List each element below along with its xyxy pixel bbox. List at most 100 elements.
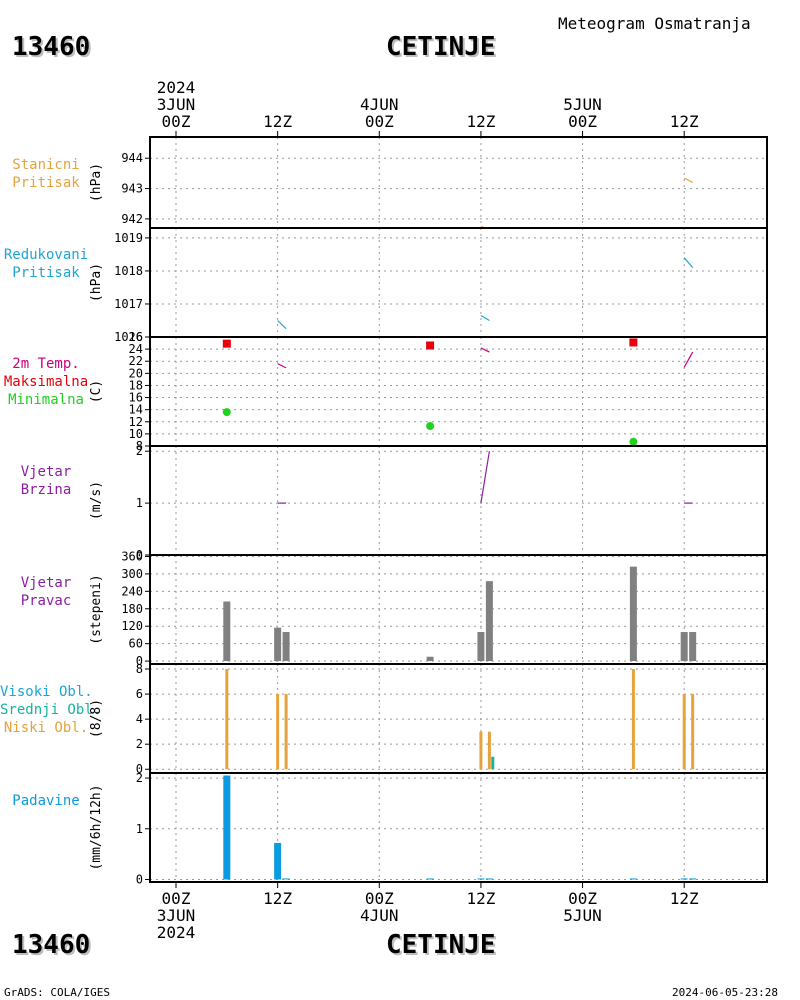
panel-oblaci: 0 2 4 6 8 (8/8): [89, 662, 768, 776]
data-bar: [479, 731, 483, 770]
y-tick-label: 943: [121, 182, 143, 196]
panel-background: [150, 446, 767, 555]
panel-label-stanicni: Stanicni Pritisak: [0, 156, 92, 192]
data-bar: [225, 669, 229, 770]
y-tick-label: 8: [136, 439, 143, 453]
panel-background: [150, 337, 767, 446]
y-tick-label: 2: [136, 771, 143, 785]
y-tick-label: 1018: [114, 264, 143, 278]
y-tick-label: 16: [129, 391, 143, 405]
panel-label-padavine: Padavine: [0, 792, 92, 810]
y-tick-label: 1016: [114, 330, 143, 344]
panel-label-line: Maksimalna: [3, 374, 89, 390]
y-tick-label: 0: [136, 872, 143, 886]
series-line: [277, 363, 287, 369]
bottom-time-label-line: 00Z: [568, 889, 597, 908]
data-bar: [274, 842, 282, 880]
y-tick-label: 26: [129, 330, 143, 344]
y-tick-label: 942: [121, 212, 143, 226]
bottom-time-label: 12Z: [451, 890, 511, 907]
top-time-label-line: 12Z: [669, 112, 699, 131]
data-bar: [629, 878, 637, 880]
y-tick-label: 18: [129, 378, 143, 392]
unit-label: (C): [89, 380, 104, 403]
bottom-time-label-line: 00Z: [364, 889, 394, 908]
y-tick-label: 180: [121, 602, 143, 616]
top-time-label: 5JUN 00Z: [553, 96, 613, 130]
product-title: Meteogram Osmatranja: [558, 14, 751, 33]
data-bar: [485, 878, 493, 880]
data-bar: [223, 601, 231, 662]
y-tick-label: 2: [136, 737, 143, 751]
bottom-time-label-line: 12Z: [263, 889, 293, 908]
data-bar: [282, 632, 290, 662]
panel-label-line: Stanicni: [12, 157, 80, 173]
y-tick-label: 300: [121, 567, 143, 581]
panel-redukovani: 1016 1017 1018 1019 (hPa): [89, 227, 768, 344]
bottom-time-label-line: 12Z: [669, 889, 699, 908]
panel-padavine: 0 1 2 (mm/6h/12h): [89, 771, 768, 886]
series-line: [683, 257, 694, 268]
bottom-time-label: 00Z 3JUN 2024: [146, 890, 206, 941]
data-bar: [426, 656, 434, 662]
bottom-time-label: 12Z: [654, 890, 714, 907]
top-time-label: 12Z: [248, 113, 308, 130]
y-tick-label: 8: [136, 662, 143, 676]
y-tick-label: 14: [129, 403, 143, 417]
unit-label: (8/8): [89, 699, 104, 738]
panel-label-line: Vjetar: [20, 575, 72, 591]
data-bar: [689, 632, 697, 662]
timestamp-text: 2024-06-05-23:28: [672, 986, 778, 999]
data-bar: [223, 775, 231, 880]
series-line: [480, 314, 490, 322]
panel-label-line: Padavine: [12, 793, 80, 809]
unit-label: (m/s): [89, 481, 104, 520]
data-bar: [274, 627, 282, 662]
panel-stanicni: 942 943 944 (hPa): [89, 136, 768, 234]
panel-label-pravac: Vjetar Pravac: [0, 574, 92, 610]
y-tick-label: 1: [136, 496, 143, 510]
data-bar: [682, 694, 686, 770]
data-bar: [485, 581, 493, 662]
top-time-label: 12Z: [654, 113, 714, 130]
series-line: [683, 177, 693, 184]
data-bar: [276, 694, 280, 770]
bottom-time-label: 00Z 4JUN: [349, 890, 409, 924]
bottom-time-label: 12Z: [248, 890, 308, 907]
panel-label-line: Brzina: [20, 482, 72, 498]
y-tick-label: 6: [136, 687, 143, 701]
data-bar: [629, 566, 637, 662]
y-tick-label: 120: [121, 619, 143, 633]
series-line: [480, 347, 490, 353]
data-bar: [689, 878, 697, 880]
y-tick-label: 20: [129, 366, 143, 380]
panel-label-oblaci: Visoki Obl. Srednji Obl. Niski Obl.: [0, 683, 102, 737]
data-bar: [680, 632, 688, 662]
series-line: [277, 320, 287, 330]
bottom-time-label-line: 00Z: [161, 889, 191, 908]
top-time-label-line: 2024: [156, 78, 196, 97]
y-tick-label: 10: [129, 427, 143, 441]
y-tick-label: 0: [136, 762, 143, 776]
y-tick-label: 1017: [114, 297, 143, 311]
y-tick-label: 1: [136, 822, 143, 836]
unit-label: (hPa): [89, 263, 104, 302]
panel-label-line: Minimalna: [8, 392, 84, 408]
top-time-label-line: 00Z: [364, 112, 394, 131]
data-bar: [284, 694, 288, 770]
panel-label-brzina: Vjetar Brzina: [0, 463, 92, 499]
panel-label-line: Visoki Obl.: [0, 684, 93, 700]
data-bar: [487, 731, 491, 770]
y-tick-label: 0: [136, 548, 143, 562]
station-id-bottom: 13460: [12, 930, 91, 960]
bottom-time-label-line: 2024: [156, 923, 196, 942]
unit-label: (stepeni): [89, 574, 104, 644]
unit-label: (mm/6h/12h): [89, 784, 104, 870]
top-time-label-line: 00Z: [568, 112, 597, 131]
top-time-label-line: 00Z: [161, 112, 191, 131]
min-temp-marker: [629, 437, 638, 446]
panel-label-line: Srednji Obl.: [0, 702, 102, 718]
y-tick-label: 60: [129, 637, 143, 651]
